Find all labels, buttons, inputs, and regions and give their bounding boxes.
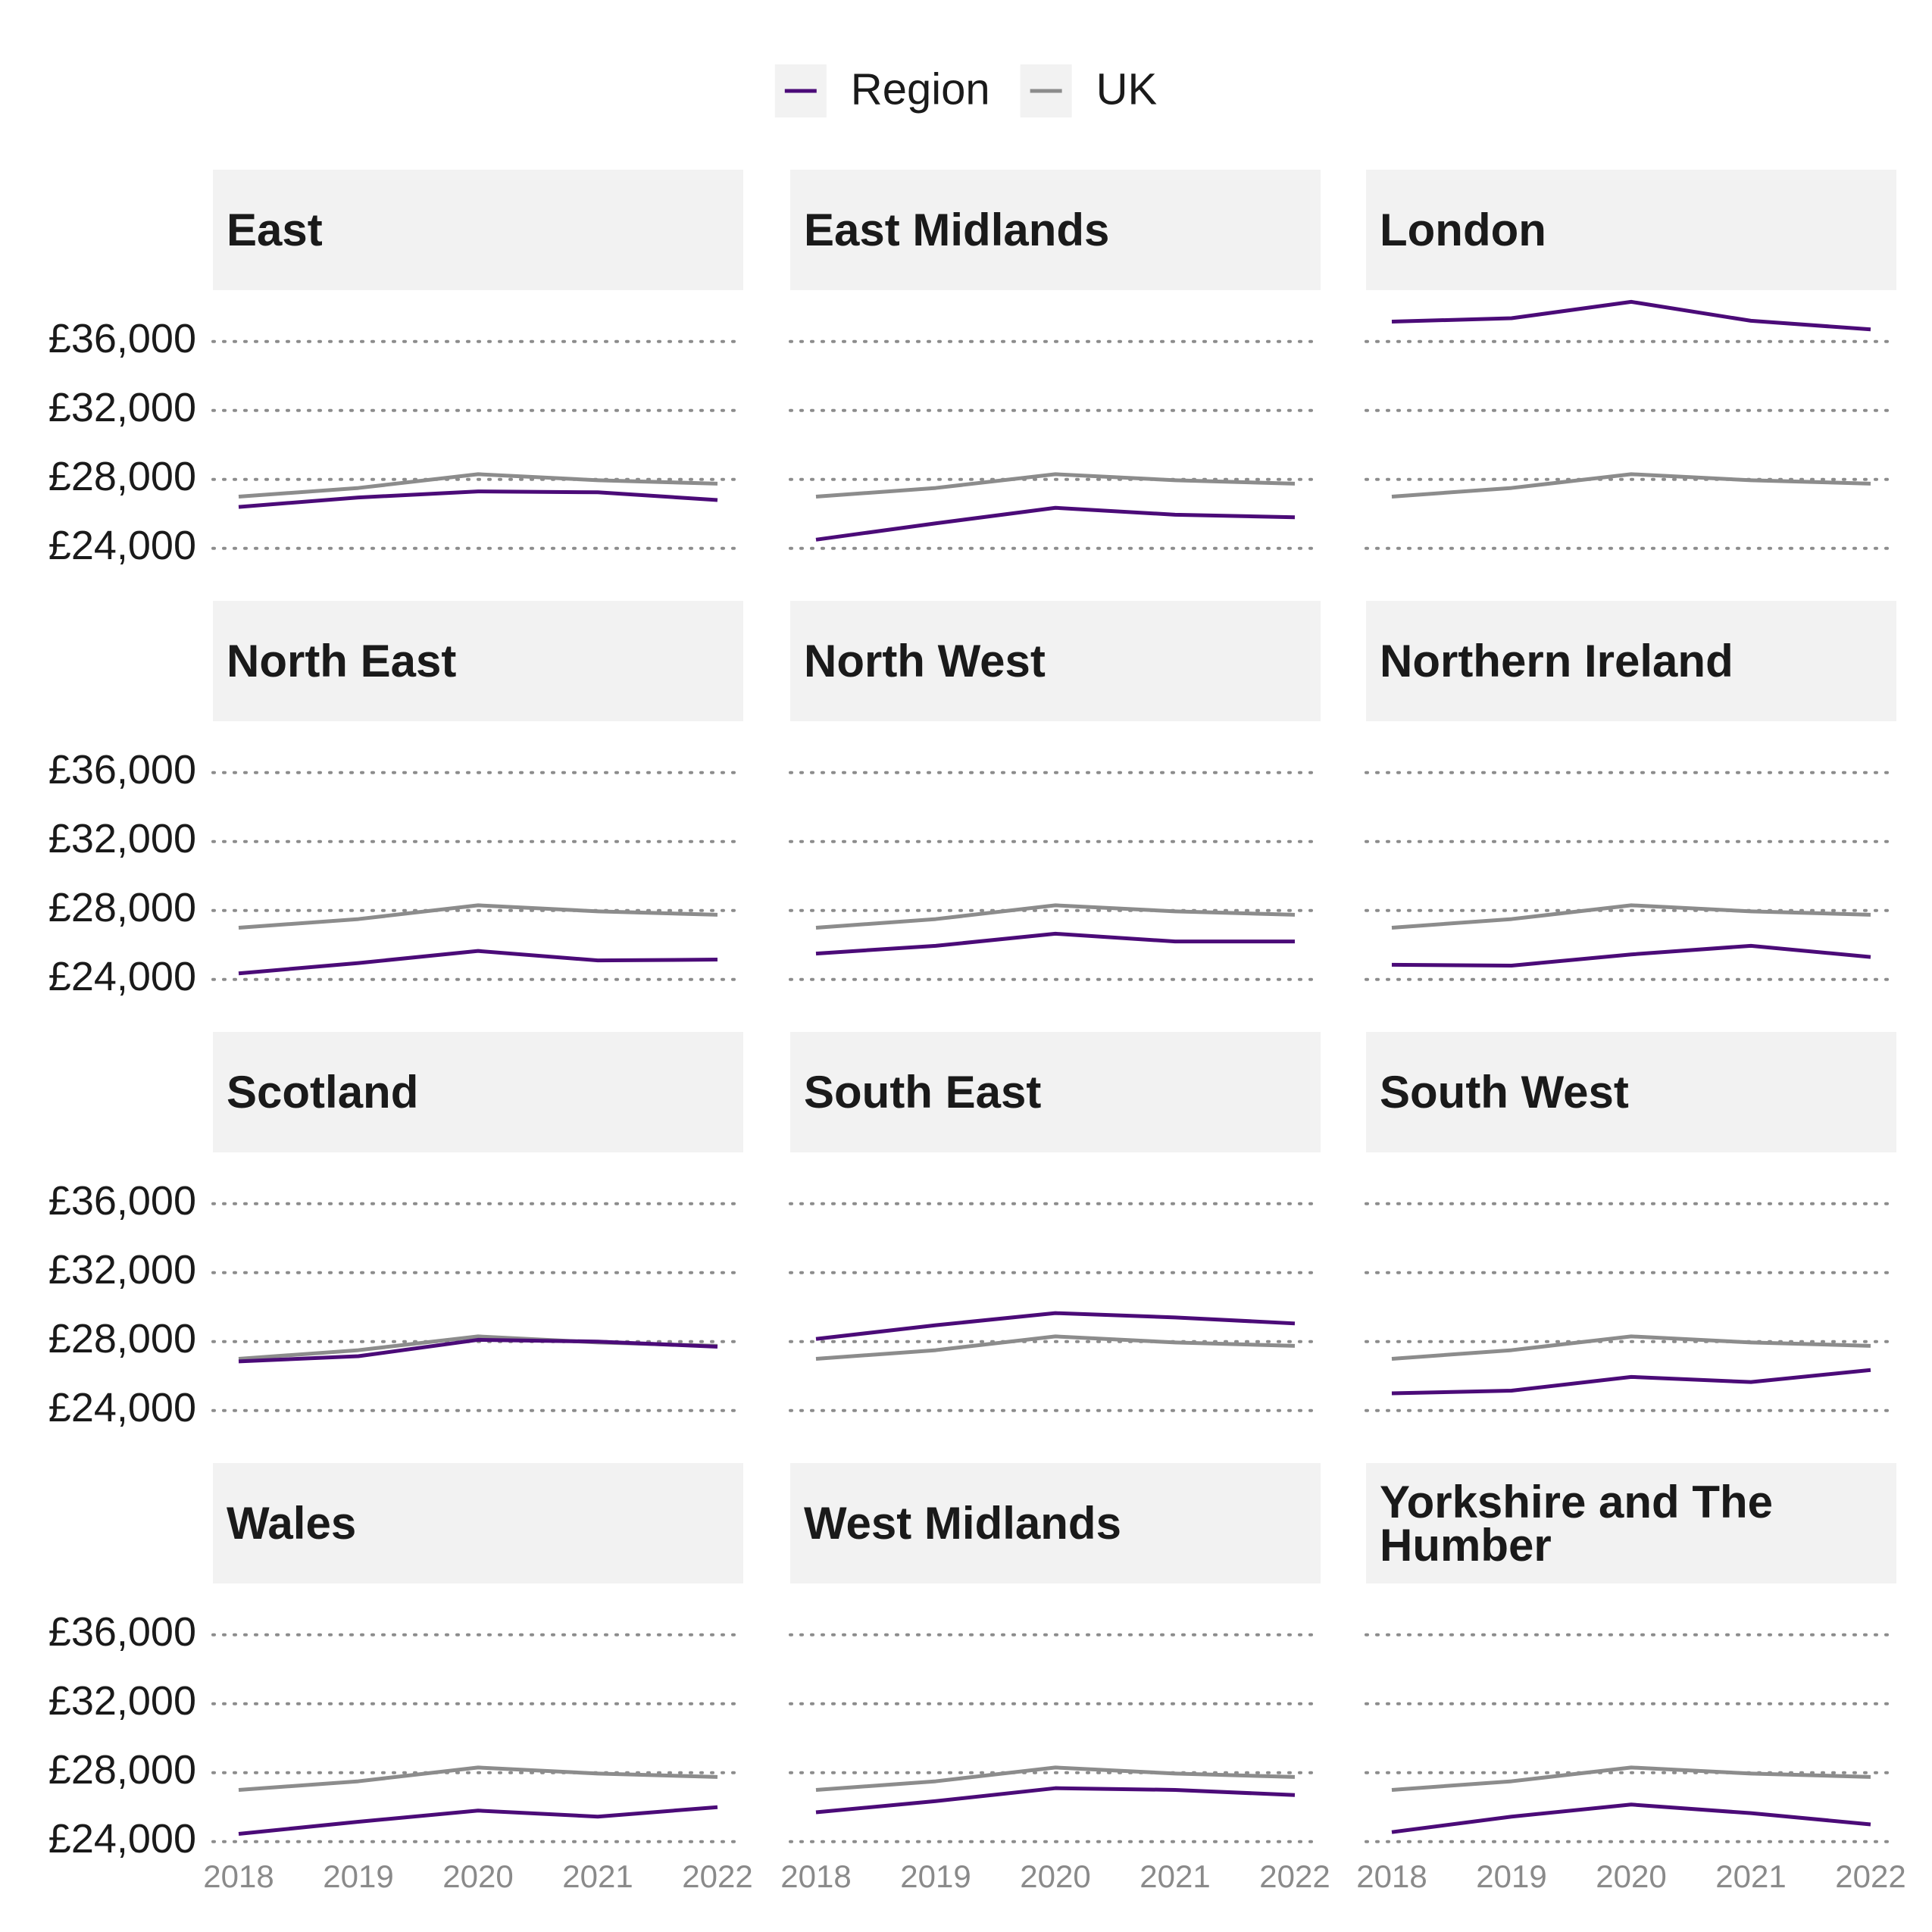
legend: Region UK [774,64,1158,117]
series-line: UK [1391,1765,1871,1792]
x-tick-label: 2019 [900,1859,971,1894]
x-tick-label: 2019 [323,1859,393,1894]
panel-title: Wales [213,1463,743,1583]
y-tick-label: £28,000 [48,1747,196,1793]
panel-title: East Midlands [790,170,1321,290]
x-tick-label: 2021 [1715,1859,1786,1894]
x-tick-label: 2022 [682,1859,752,1894]
panel-title: West Midlands [790,1463,1321,1583]
x-tick-label: 2020 [442,1859,513,1894]
y-tick-label: £24,000 [48,523,196,568]
y-tick-label: £36,000 [48,1609,196,1655]
legend-item: Region [774,64,990,117]
x-tick-label: 2021 [1140,1859,1210,1894]
x-tick-label: 2020 [1596,1859,1666,1894]
panel-title: South West [1366,1032,1896,1152]
y-tick-label: £24,000 [48,1816,196,1862]
y-tick-label: £32,000 [48,385,196,430]
series-line: Region [1391,299,1871,332]
series-line: Region [1391,1802,1871,1834]
y-tick-label: £28,000 [48,1316,196,1361]
series-line: Region [815,1786,1296,1815]
x-tick-label: 2018 [1356,1859,1427,1894]
panel-title: East [213,170,743,290]
series-line: Region [238,1337,718,1364]
y-tick-label: £36,000 [48,316,196,361]
series-line: Region [815,931,1295,956]
series-line: Region [815,1311,1296,1341]
panel-title: Yorkshire and The Humber [1366,1463,1896,1583]
x-tick-label: 2019 [1476,1859,1546,1894]
panel-title: Northern Ireland [1366,601,1896,721]
x-tick-label: 2022 [1259,1859,1330,1894]
panel-title: Scotland [213,1032,743,1152]
y-tick-label: £28,000 [48,885,196,930]
series-line: UK [238,903,718,930]
legend-label: Region [851,64,990,114]
y-tick-label: £32,000 [48,816,196,861]
panel-title: London [1366,170,1896,290]
series-line: Region [815,505,1296,542]
series-line: Region [1391,943,1871,968]
panel-title: North West [790,601,1321,721]
legend-item: UK [1020,64,1158,117]
series-line: Region [238,489,718,509]
y-tick-label: £28,000 [48,454,196,499]
x-tick-label: 2018 [203,1859,274,1894]
panel-title: North East [213,601,743,721]
series-line: UK [1391,1334,1871,1361]
series-line: UK [815,1765,1296,1792]
x-tick-label: 2018 [780,1859,851,1894]
y-tick-label: £24,000 [48,1385,196,1430]
series-line: Region [1391,1368,1871,1396]
series-line: Region [238,949,718,976]
series-line: UK [238,1765,718,1792]
series-line: UK [815,903,1296,930]
x-tick-label: 2022 [1835,1859,1905,1894]
series-line: UK [1391,472,1871,499]
y-tick-label: £32,000 [48,1247,196,1293]
series-line: Region [238,1805,718,1836]
y-tick-label: £32,000 [48,1678,196,1724]
x-tick-label: 2020 [1020,1859,1090,1894]
series-line: UK [815,472,1296,499]
series-line: UK [238,472,718,499]
panel-title: South East [790,1032,1321,1152]
x-tick-label: 2021 [562,1859,633,1894]
series-line: UK [815,1334,1296,1361]
y-tick-label: £24,000 [48,954,196,999]
series-line: UK [1391,903,1871,930]
legend-label: UK [1096,64,1158,114]
y-tick-label: £36,000 [48,747,196,792]
y-tick-label: £36,000 [48,1178,196,1224]
